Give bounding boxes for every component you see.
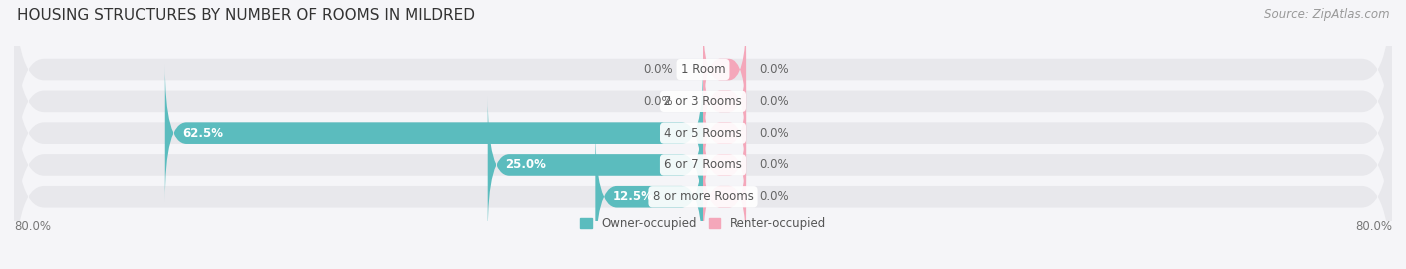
FancyBboxPatch shape [14, 65, 1392, 266]
FancyBboxPatch shape [14, 1, 1392, 202]
FancyBboxPatch shape [703, 49, 747, 154]
Text: 80.0%: 80.0% [14, 220, 51, 233]
Text: 80.0%: 80.0% [1355, 220, 1392, 233]
Text: 12.5%: 12.5% [613, 190, 654, 203]
FancyBboxPatch shape [703, 144, 747, 250]
Text: 2 or 3 Rooms: 2 or 3 Rooms [664, 95, 742, 108]
Legend: Owner-occupied, Renter-occupied: Owner-occupied, Renter-occupied [575, 212, 831, 235]
Text: 0.0%: 0.0% [643, 95, 673, 108]
Text: 0.0%: 0.0% [759, 158, 789, 171]
FancyBboxPatch shape [703, 112, 747, 218]
FancyBboxPatch shape [14, 96, 1392, 269]
FancyBboxPatch shape [703, 17, 747, 122]
Text: 0.0%: 0.0% [759, 127, 789, 140]
Text: HOUSING STRUCTURES BY NUMBER OF ROOMS IN MILDRED: HOUSING STRUCTURES BY NUMBER OF ROOMS IN… [17, 8, 475, 23]
Text: 25.0%: 25.0% [505, 158, 546, 171]
Text: 62.5%: 62.5% [181, 127, 224, 140]
FancyBboxPatch shape [14, 33, 1392, 233]
Text: 4 or 5 Rooms: 4 or 5 Rooms [664, 127, 742, 140]
FancyBboxPatch shape [703, 80, 747, 186]
Text: 0.0%: 0.0% [643, 63, 673, 76]
Text: Source: ZipAtlas.com: Source: ZipAtlas.com [1264, 8, 1389, 21]
FancyBboxPatch shape [14, 0, 1392, 170]
Text: 0.0%: 0.0% [759, 63, 789, 76]
Text: 0.0%: 0.0% [759, 190, 789, 203]
Text: 0.0%: 0.0% [759, 95, 789, 108]
Text: 1 Room: 1 Room [681, 63, 725, 76]
Text: 8 or more Rooms: 8 or more Rooms [652, 190, 754, 203]
FancyBboxPatch shape [595, 128, 703, 266]
Text: 6 or 7 Rooms: 6 or 7 Rooms [664, 158, 742, 171]
FancyBboxPatch shape [488, 96, 703, 233]
FancyBboxPatch shape [165, 65, 703, 202]
